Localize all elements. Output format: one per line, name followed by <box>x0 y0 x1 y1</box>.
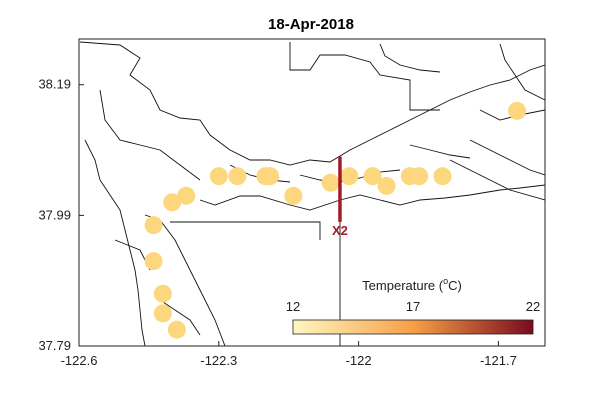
x-tick-label: -121.7 <box>480 353 517 368</box>
y-axis: 37.79 37.99 38.19 <box>38 77 84 353</box>
sample-point <box>377 176 396 195</box>
sample-point <box>209 167 228 186</box>
sample-point <box>433 167 452 186</box>
sample-point <box>163 193 182 212</box>
x-tick-label: -122 <box>346 353 372 368</box>
x-tick-label: -122.3 <box>200 353 237 368</box>
colorbar-tick-label: 17 <box>406 299 420 314</box>
sample-point <box>400 167 419 186</box>
sample-point <box>177 186 196 205</box>
sample-point <box>153 284 172 303</box>
sample-point <box>340 167 359 186</box>
y-tick-label: 38.19 <box>38 77 71 92</box>
sample-point <box>153 304 172 323</box>
sample-point <box>144 252 163 271</box>
colorbar-tick-label: 12 <box>286 299 300 314</box>
colorbar-ticks: 12 17 22 <box>286 299 540 323</box>
sample-point <box>144 216 163 235</box>
x2-station: X2 <box>332 156 348 238</box>
x-tick-label: -122.6 <box>61 353 98 368</box>
sample-point <box>363 167 382 186</box>
x-axis: -122.6 -122.3 -122 -121.7 <box>61 341 517 368</box>
y-tick-label: 37.99 <box>38 207 71 222</box>
sample-point <box>228 167 247 186</box>
plot-area: X2 <box>78 38 546 347</box>
y-tick-label: 37.79 <box>38 338 71 353</box>
sample-point <box>508 101 527 120</box>
sample-point <box>284 186 303 205</box>
sample-point <box>167 320 186 339</box>
sample-point <box>321 173 340 192</box>
map-title: 18-Apr-2018 <box>268 16 354 33</box>
axes-box <box>78 38 546 347</box>
colorbar-gradient <box>292 319 534 335</box>
x2-station-label: X2 <box>332 223 348 238</box>
colorbar-tick-label: 22 <box>526 299 540 314</box>
colorbar: Temperature (oC) 12 17 22 <box>286 276 540 335</box>
colorbar-title: Temperature (oC) <box>362 276 462 293</box>
sample-points <box>144 101 527 339</box>
sample-point <box>256 167 275 186</box>
